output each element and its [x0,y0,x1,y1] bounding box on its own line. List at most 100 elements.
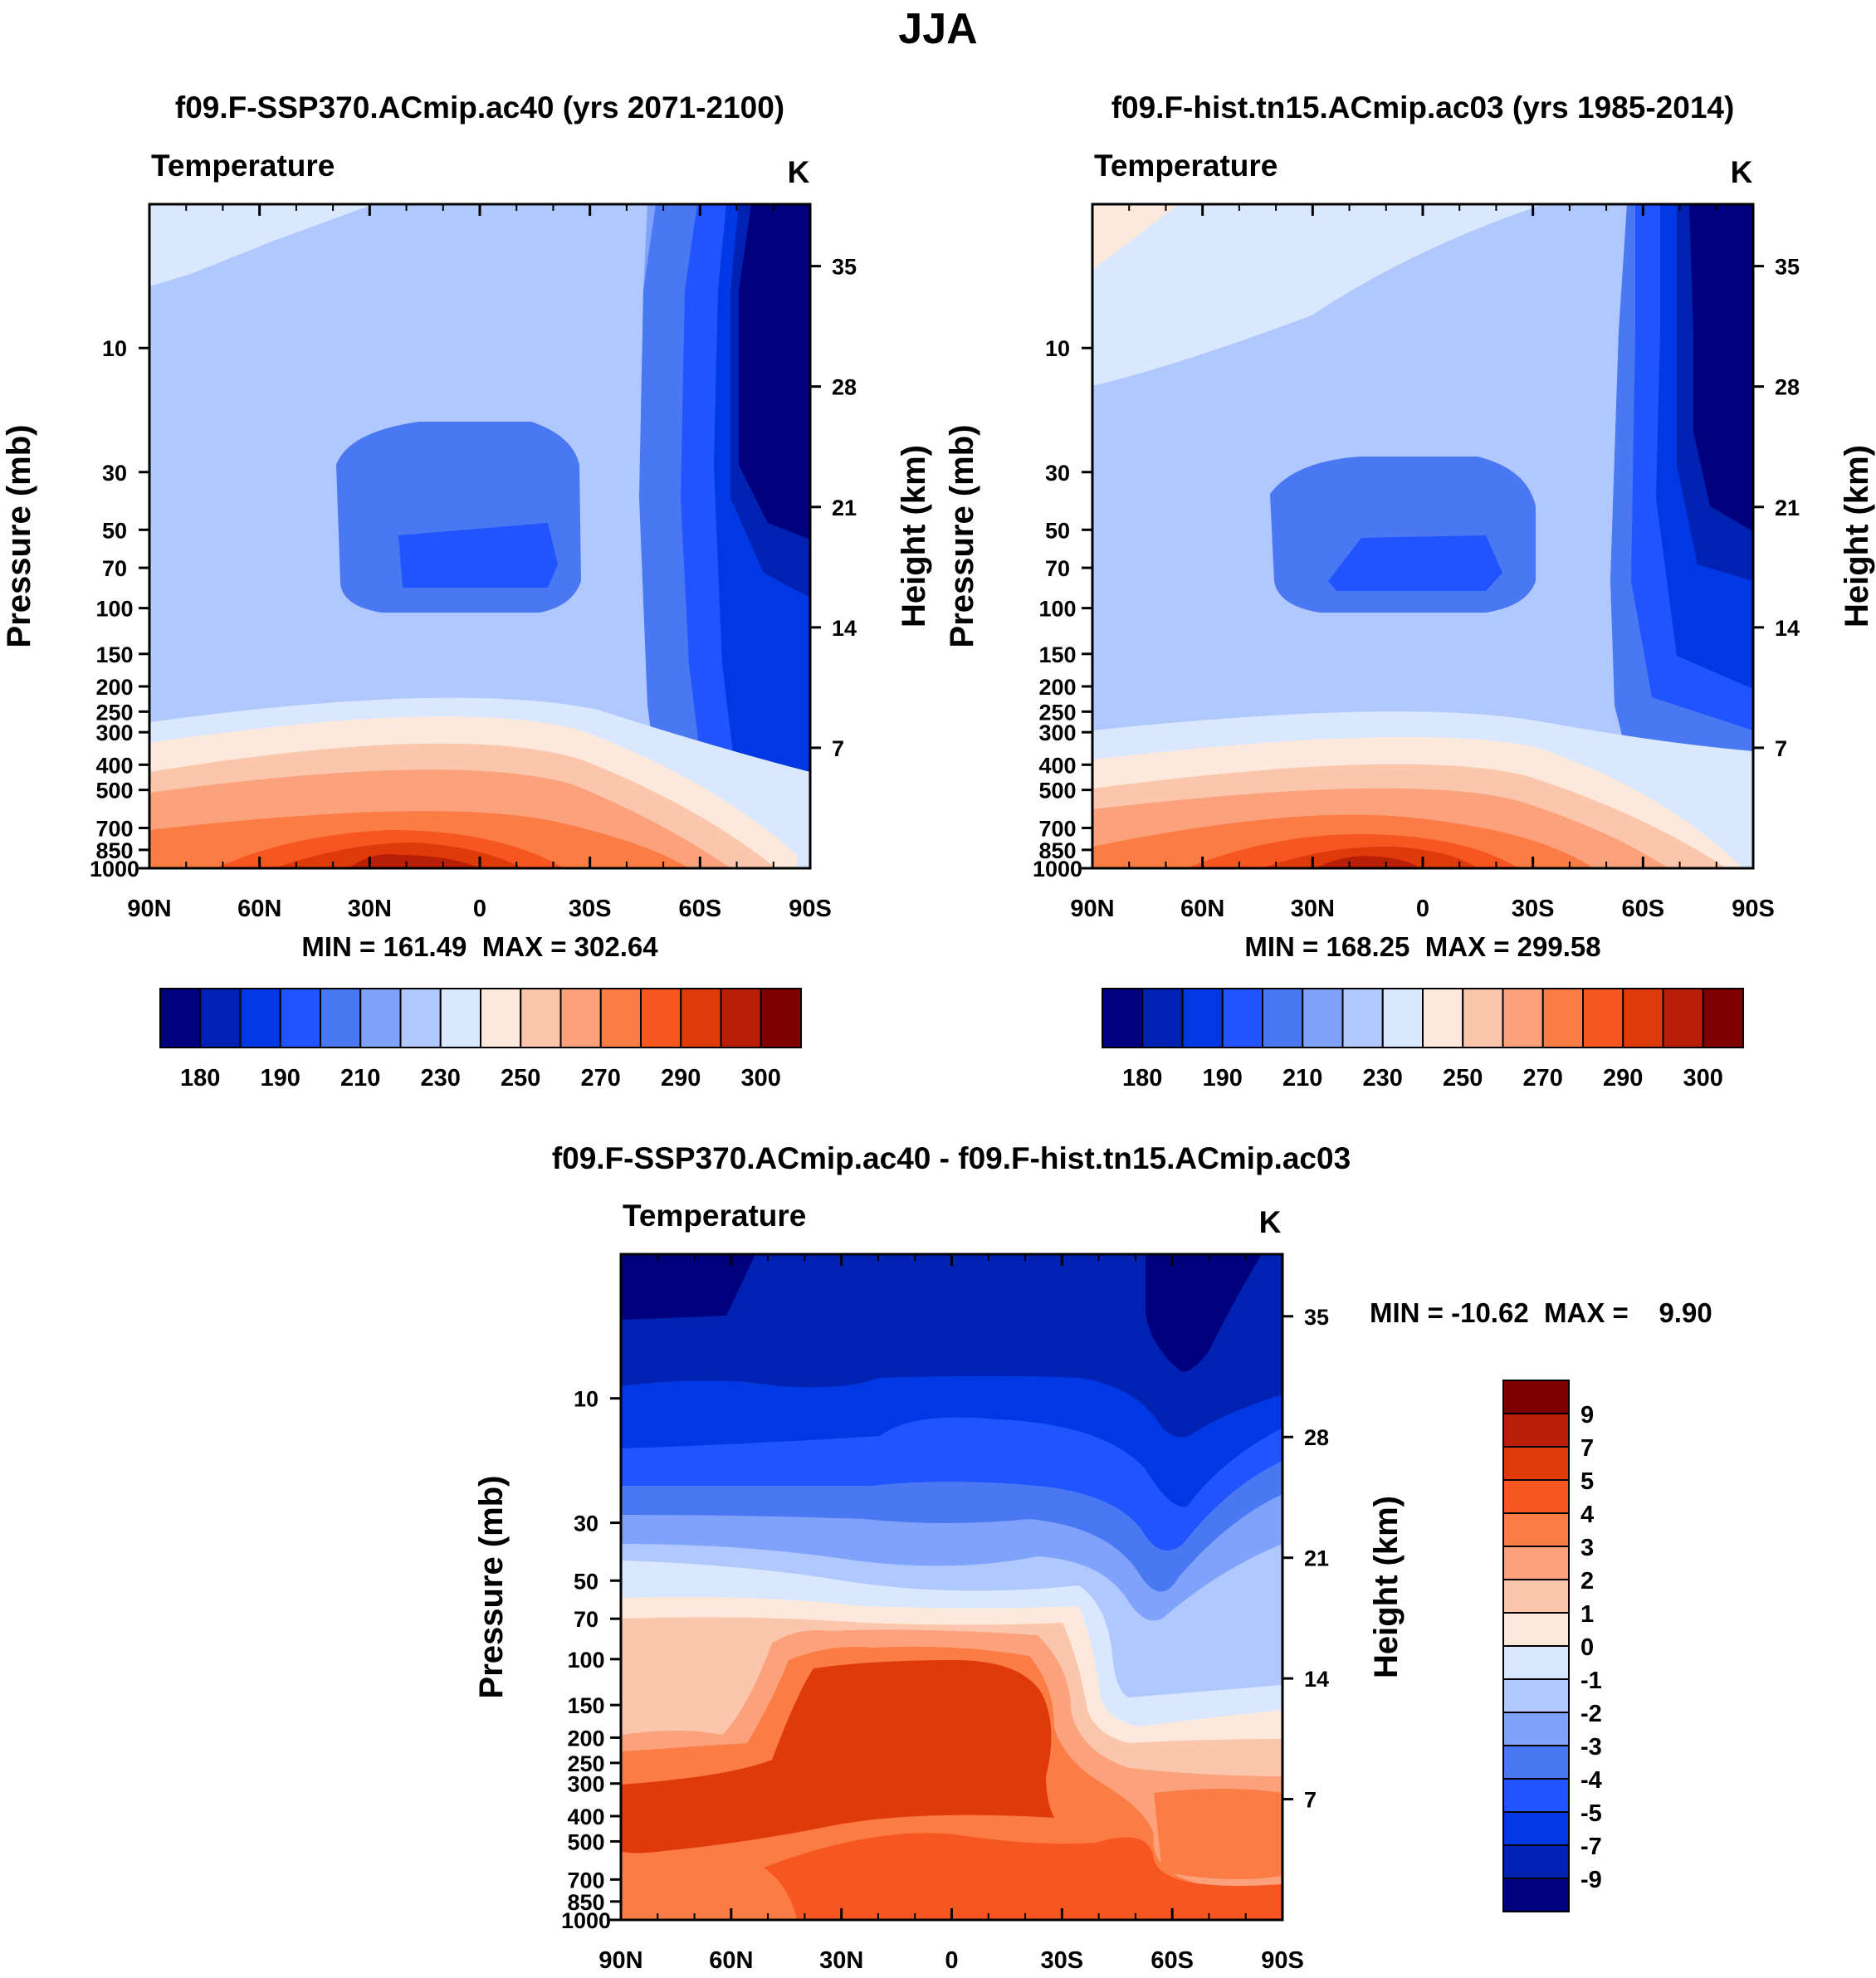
y-tick-label: 100 [95,597,133,622]
y-tick-label: 300 [95,720,133,745]
colorbar-label: 5 [1580,1468,1594,1495]
x-tick-label: 90S [1732,896,1775,922]
y-tick-label: 250 [567,1751,604,1776]
panel-future: f09.F-SSP370.ACmip.ac40 (yrs 2071-2100) … [90,90,857,922]
colorbar-swatch [1702,988,1744,1048]
colorbar-swatch [399,988,442,1048]
colorbar-label: 300 [741,1065,781,1092]
height-tick-label: 7 [1304,1788,1317,1813]
y-axis-title-left: Pressure (mb) [944,425,980,648]
panel-historical: f09.F-hist.tn15.ACmip.ac03 (yrs 1985-201… [1033,90,1800,922]
colorbar-label: 4 [1580,1502,1594,1528]
y-tick-label: 150 [567,1693,604,1718]
y-axis-title-right: Height (km) [1839,445,1875,628]
height-tick-label: 28 [1304,1425,1329,1450]
band-5-core [621,1660,1054,1853]
variable-label: Temperature [623,1199,806,1233]
min-max-text: MIN = 161.49 MAX = 302.64 [301,931,658,962]
colorbar-swatch [559,988,602,1048]
y-tick-label: 30 [574,1512,598,1536]
y-tick-label: 10 [574,1387,598,1412]
x-tick-label: 90N [127,896,171,922]
colorbar-swatch [439,988,481,1048]
colorbar-label: 210 [340,1065,380,1092]
colorbar-historical: 180 190 210 230 250 270 290 300 [1102,988,1744,1092]
colorbar-label: 230 [1363,1065,1403,1092]
band-200 [398,523,558,588]
x-tick-label: 30S [569,896,612,922]
height-tick-label: 35 [1304,1305,1329,1330]
height-tick-label: 28 [1775,375,1800,400]
colorbar-swatch [1502,1778,1570,1813]
y-tick-label: 70 [1045,556,1070,581]
y-tick-label: 700 [1038,816,1076,841]
colorbar-swatch [1502,1745,1570,1780]
band-200 [1328,535,1502,591]
variable-label: Temperature [151,149,335,183]
colorbar-swatch [760,988,802,1048]
colorbar-swatch [1502,1878,1570,1912]
y-tick-label: 10 [1045,336,1070,361]
colorbar-label: 1 [1580,1601,1594,1628]
y-tick-label: 70 [102,556,127,581]
y-tick-label: 250 [95,700,133,725]
x-tick-label: 0 [945,1947,958,1974]
colorbar-label: 3 [1580,1535,1594,1561]
colorbar-label: 9 [1580,1402,1594,1429]
y-tick-label: 850 [95,838,133,863]
colorbar-swatch [1502,988,1544,1048]
colorbar-swatch [1381,988,1424,1048]
colorbar-label: -7 [1580,1834,1602,1860]
colorbar-label: 250 [1443,1065,1483,1092]
x-tick-label: 60N [709,1947,753,1974]
y-tick-label: 500 [567,1829,604,1854]
x-tick-label: 60S [1151,1947,1194,1974]
band-180-east [739,204,810,540]
x-tick-label: 30N [819,1947,863,1974]
colorbar-swatch [1462,988,1504,1048]
y-axis-title-right: Height (km) [896,445,932,628]
x-tick-label: 0 [1416,896,1429,922]
x-tick-label: 90S [1261,1947,1304,1974]
colorbar-label: -5 [1580,1800,1602,1827]
colorbar-label: 300 [1683,1065,1723,1092]
height-tick-label: 7 [1775,736,1787,761]
colorbar-swatch [599,988,642,1048]
y-tick-label: 50 [102,518,127,543]
colorbar-future: 180 190 210 230 250 270 290 300 [159,988,802,1092]
colorbar-difference: 9 7 5 4 3 2 1 0 -1 -2 -3 -4 -5 -7 -9 [1502,1380,1602,1912]
x-tick-label: 60S [679,896,722,922]
panel-difference: f09.F-SSP370.ACmip.ac40 - f09.F-hist.tn1… [552,1141,1351,1974]
colorbar-swatch [1341,988,1384,1048]
height-tick-label: 21 [1304,1546,1329,1571]
colorbar-swatch [1422,988,1464,1048]
colorbar-swatch [720,988,762,1048]
colorbar-swatch [1541,988,1584,1048]
y-tick-label: 700 [95,816,133,841]
y-tick-label: 1000 [1033,857,1082,882]
x-tick-label: 90S [789,896,832,922]
colorbar-swatch [680,988,722,1048]
colorbar-swatch [1502,1479,1570,1514]
colorbar-swatch [1262,988,1304,1048]
height-tick-label: 14 [1775,616,1800,641]
colorbar-swatch [1302,988,1344,1048]
y-tick-label: 1000 [561,1908,611,1933]
colorbar-label: -1 [1580,1668,1602,1694]
colorbar-swatch [1502,1844,1570,1879]
panel-title: f09.F-SSP370.ACmip.ac40 - f09.F-hist.tn1… [552,1141,1351,1175]
colorbar-label: 270 [1523,1065,1563,1092]
colorbar-label: 180 [1122,1065,1162,1092]
x-tick-label: 90N [1070,896,1114,922]
colorbar-swatch [199,988,242,1048]
x-tick-label: 30N [348,896,392,922]
y-tick-label: 70 [574,1607,598,1632]
y-tick-label: 500 [1038,779,1076,803]
band-neg9-west [621,1254,755,1320]
x-tick-label: 0 [473,896,486,922]
tick-marks: 90N 60N 30N 0 30S 60S 90S103050701001502002503… [1033,204,1800,922]
min-max-text: MIN = -10.62 MAX = 9.90 [1370,1297,1712,1328]
band-300 [1316,856,1419,868]
colorbar-swatch [1582,988,1624,1048]
